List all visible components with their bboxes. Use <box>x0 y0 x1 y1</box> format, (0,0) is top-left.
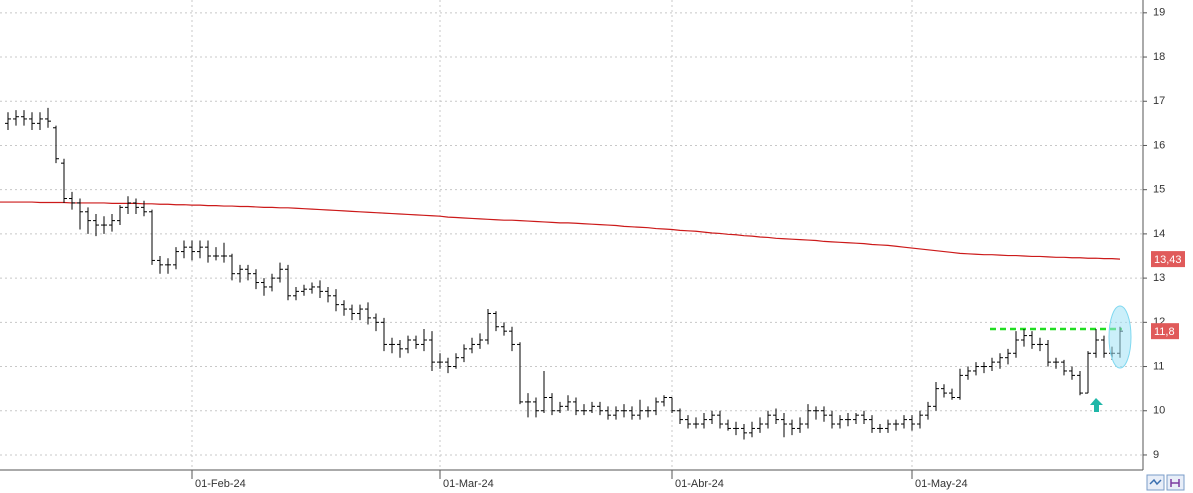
moving-average <box>0 201 1121 260</box>
up-arrow <box>1090 398 1103 412</box>
x-tick-label: 01-Abr-24 <box>675 478 724 490</box>
plot <box>0 107 1123 440</box>
x-tick-label: 01-Feb-24 <box>195 478 246 490</box>
y-tick-label: 17 <box>1153 95 1165 107</box>
y-tick-label: 15 <box>1153 184 1165 196</box>
tool-icon <box>1170 479 1180 487</box>
value-tag <box>1151 323 1179 340</box>
value-tag-label: 13,43 <box>1154 254 1182 266</box>
y-tick-label: 11 <box>1153 360 1164 372</box>
y-tick-label: 19 <box>1153 7 1165 19</box>
y-tick-label: 9 <box>1153 449 1159 461</box>
grid <box>0 0 1143 470</box>
highlight-ellipse <box>1108 305 1132 369</box>
y-tick-label: 16 <box>1153 139 1165 151</box>
y-tick-label: 14 <box>1153 228 1165 240</box>
y-tick-label: 13 <box>1153 272 1165 284</box>
y-tick-label: 10 <box>1153 405 1165 417</box>
y-tick-label: 18 <box>1153 51 1165 63</box>
value-tag <box>1151 251 1185 268</box>
x-tick-label: 01-May-24 <box>915 478 968 490</box>
value-tag-label: 11,8 <box>1154 326 1175 338</box>
x-tick-label: 01-Mar-24 <box>443 478 494 490</box>
tool-icon <box>1149 478 1162 486</box>
